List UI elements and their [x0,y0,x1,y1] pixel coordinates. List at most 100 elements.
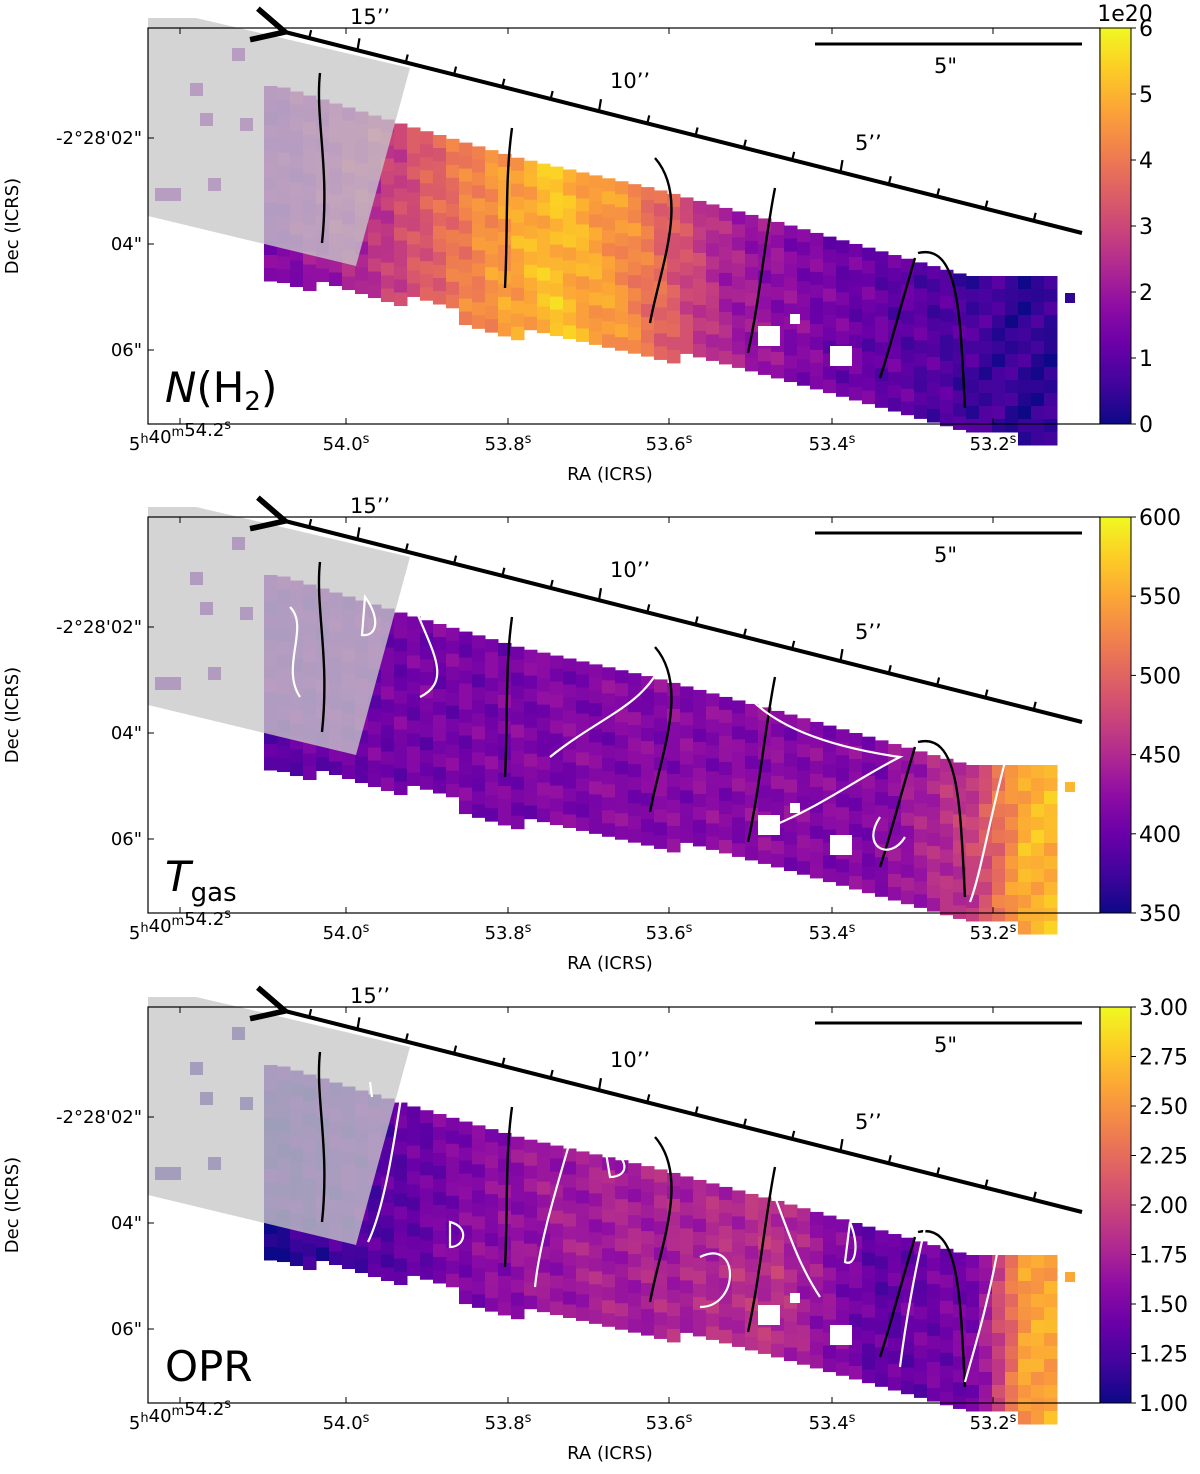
colorbar-tick-label: 450 [1139,744,1181,769]
heatmap-cell [1031,1281,1045,1295]
heatmap-cell [927,820,941,834]
heatmap-cell [550,1301,564,1316]
heatmap-cell [680,249,694,263]
heatmap-cell [654,1286,668,1300]
heatmap-cell [745,344,759,359]
heatmap-cell [615,1186,629,1200]
heatmap-cell [706,347,720,361]
heatmap-cell [771,801,785,816]
heatmap-cell [615,800,629,814]
cut-axis-tick [597,99,603,112]
heatmap-cell [914,275,928,289]
heatmap-cell [602,732,616,746]
heatmap-cell [1005,328,1019,342]
heatmap-cell [1018,1255,1032,1269]
heatmap-cell [550,707,564,722]
heatmap-cell [628,699,642,713]
cut-axis-label: 10’’ [610,1048,650,1072]
heatmap-cell [901,1276,915,1291]
colorbar-tick-label: 1.00 [1139,1392,1188,1417]
heatmap-cell [550,785,564,800]
heatmap-cell [771,247,785,262]
heatmap-cell [940,784,954,799]
heatmap-cell [745,742,759,757]
heatmap-cell [628,1267,642,1281]
heatmap-cell [914,816,928,830]
heatmap-cell [836,383,850,397]
heatmap-cell [823,236,837,251]
heatmap-cell [875,1282,889,1296]
heatmap-cell [459,644,473,659]
heatmap-cell [472,237,486,251]
heatmap-cell [316,255,330,270]
heatmap-cell [927,898,941,912]
cut-axis-tick [936,677,941,686]
heatmap-cell [745,253,759,268]
heatmap-cell [407,179,421,193]
heatmap-cell [875,805,889,819]
heatmap-cell [550,720,564,735]
heatmap-cell [1005,869,1019,883]
heatmap-cell [550,244,564,259]
heatmap-cell [732,1216,746,1230]
heatmap-cell [940,1261,954,1276]
heatmap-cell [498,681,512,696]
heatmap-cell [433,252,447,266]
heatmap-cell [407,707,421,721]
heatmap-cell [394,690,408,705]
y-tick-label: 04" [111,1213,142,1234]
heatmap-cell [862,853,876,868]
heatmap-cell [914,1371,928,1385]
heatmap-cell [888,1377,902,1391]
heatmap-cell [979,1294,993,1308]
heatmap-cell [862,1226,876,1241]
heatmap-cell [511,300,525,315]
heatmap-cell [394,1219,408,1234]
heatmap-cell [836,859,850,873]
heatmap-cell [602,810,616,824]
heatmap-cell [537,267,551,282]
heatmap-cell [836,1284,850,1298]
heatmap-cell [992,882,1006,896]
heatmap-cell [667,336,681,351]
white-contour [699,1252,731,1309]
heatmap-cell [589,729,603,743]
heatmap-cell [602,1274,616,1288]
heatmap-cell [979,328,993,342]
heatmap-cell [511,326,525,341]
heatmap-cell [797,294,811,308]
heatmap-cell [823,249,837,264]
heatmap-cell [914,803,928,817]
heatmap-cell [1031,856,1045,870]
heatmap-cell [992,367,1006,381]
heatmap-cell [914,405,928,419]
heatmap-cell [589,677,603,691]
colorbar [1099,27,1132,425]
y-tick-label: 06" [111,1319,142,1340]
heatmap-cell [888,372,902,386]
heatmap-cell [1031,1359,1045,1373]
heatmap-cell [836,1258,850,1272]
heatmap-cell [823,868,837,883]
heatmap-cell [654,731,668,745]
heatmap-cell [836,1349,850,1363]
heatmap-cell [797,320,811,334]
heatmap-cell [914,881,928,895]
heatmap-cell [420,196,434,210]
heatmap-cell [940,295,954,310]
heatmap-cell [1031,804,1045,818]
heatmap-cell [524,740,538,755]
heatmap-cell [1018,367,1032,381]
heatmap-cell [966,1385,980,1399]
heatmap-cell [849,1313,863,1328]
heatmap-cell [745,1323,759,1338]
heatmap-cell [706,1274,720,1288]
cut-axis-tick [308,1008,313,1018]
heatmap-cell [563,247,577,262]
heatmap-cell [693,1231,707,1246]
heatmap-cell [667,799,681,814]
heatmap-cell [1018,1268,1032,1282]
heatmap-cell [940,1352,954,1367]
heatmap-cell [485,267,499,281]
heatmap-cell [680,1228,694,1242]
